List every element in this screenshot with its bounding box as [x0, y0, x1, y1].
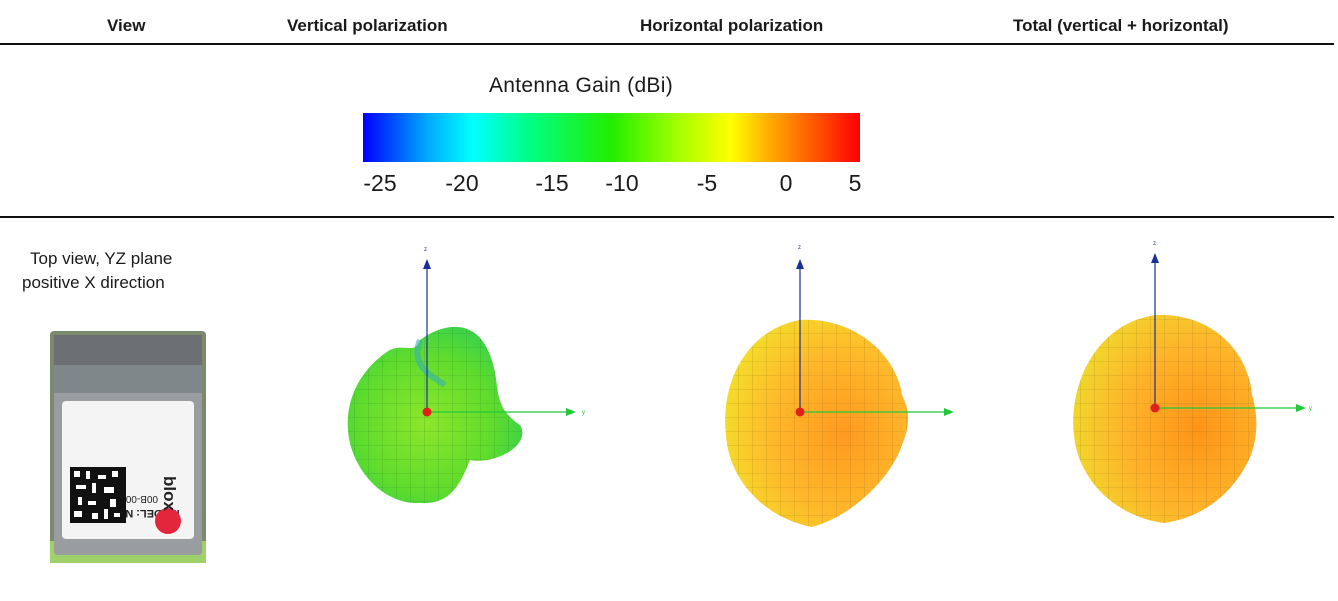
radiation-pattern-vertical: z y: [347, 247, 585, 504]
radiation-pattern-total: z y: [1073, 241, 1312, 523]
legend-tick: -20: [445, 170, 479, 196]
header-divider: [0, 43, 1334, 45]
z-axis-label: z: [1153, 241, 1156, 247]
origin-point: [422, 407, 432, 417]
table-header-row: View Vertical polarization Horizontal po…: [0, 0, 1338, 44]
radiation-pattern-horizontal: z: [725, 245, 954, 527]
legend-tick: -15: [535, 170, 569, 196]
z-axis-arrow-icon: [1151, 253, 1159, 263]
z-axis-label: z: [798, 245, 801, 251]
origin-point: [1150, 403, 1160, 413]
legend-tick: 0: [779, 170, 793, 196]
legend-divider: [0, 216, 1334, 218]
view-description-line-1: Top view, YZ plane: [30, 249, 173, 268]
legend-tick: -10: [605, 170, 639, 196]
y-axis-arrow-icon: [944, 408, 954, 416]
legend-tick: -5: [696, 170, 718, 196]
module-code-text: 00B-00 17/32: [98, 493, 158, 504]
legend-tick: 5: [848, 170, 862, 196]
y-axis-label: y: [582, 410, 585, 416]
z-axis-arrow-icon: [796, 259, 804, 269]
origin-point: [795, 407, 805, 417]
module-brand-text: blox: [160, 476, 179, 511]
view-description-line-2: positive X direction: [22, 273, 165, 292]
legend-title: Antenna Gain (dBi): [489, 74, 674, 97]
nina-b312-module-image: MODEL: NINA-B312 00B-00 17/32 blox: [50, 331, 206, 563]
y-axis-label: y: [1309, 406, 1312, 412]
z-axis-arrow-icon: [423, 259, 431, 269]
vertical-gain-mesh: [347, 326, 523, 504]
y-axis-arrow-icon: [566, 408, 576, 416]
header-horizontal-polarization: Horizontal polarization: [640, 16, 824, 35]
header-view: View: [107, 16, 146, 35]
y-axis-arrow-icon: [1296, 404, 1306, 412]
vertical-null-region: [414, 338, 447, 388]
header-vertical-polarization: Vertical polarization: [287, 16, 448, 35]
total-gain-mesh: [1073, 314, 1257, 523]
horizontal-gain-mesh: [725, 319, 909, 527]
gain-colorbar: [363, 113, 860, 162]
header-total-polarization: Total (vertical + horizontal): [1013, 16, 1229, 35]
legend-tick: -25: [363, 170, 397, 196]
z-axis-label: z: [424, 247, 427, 253]
